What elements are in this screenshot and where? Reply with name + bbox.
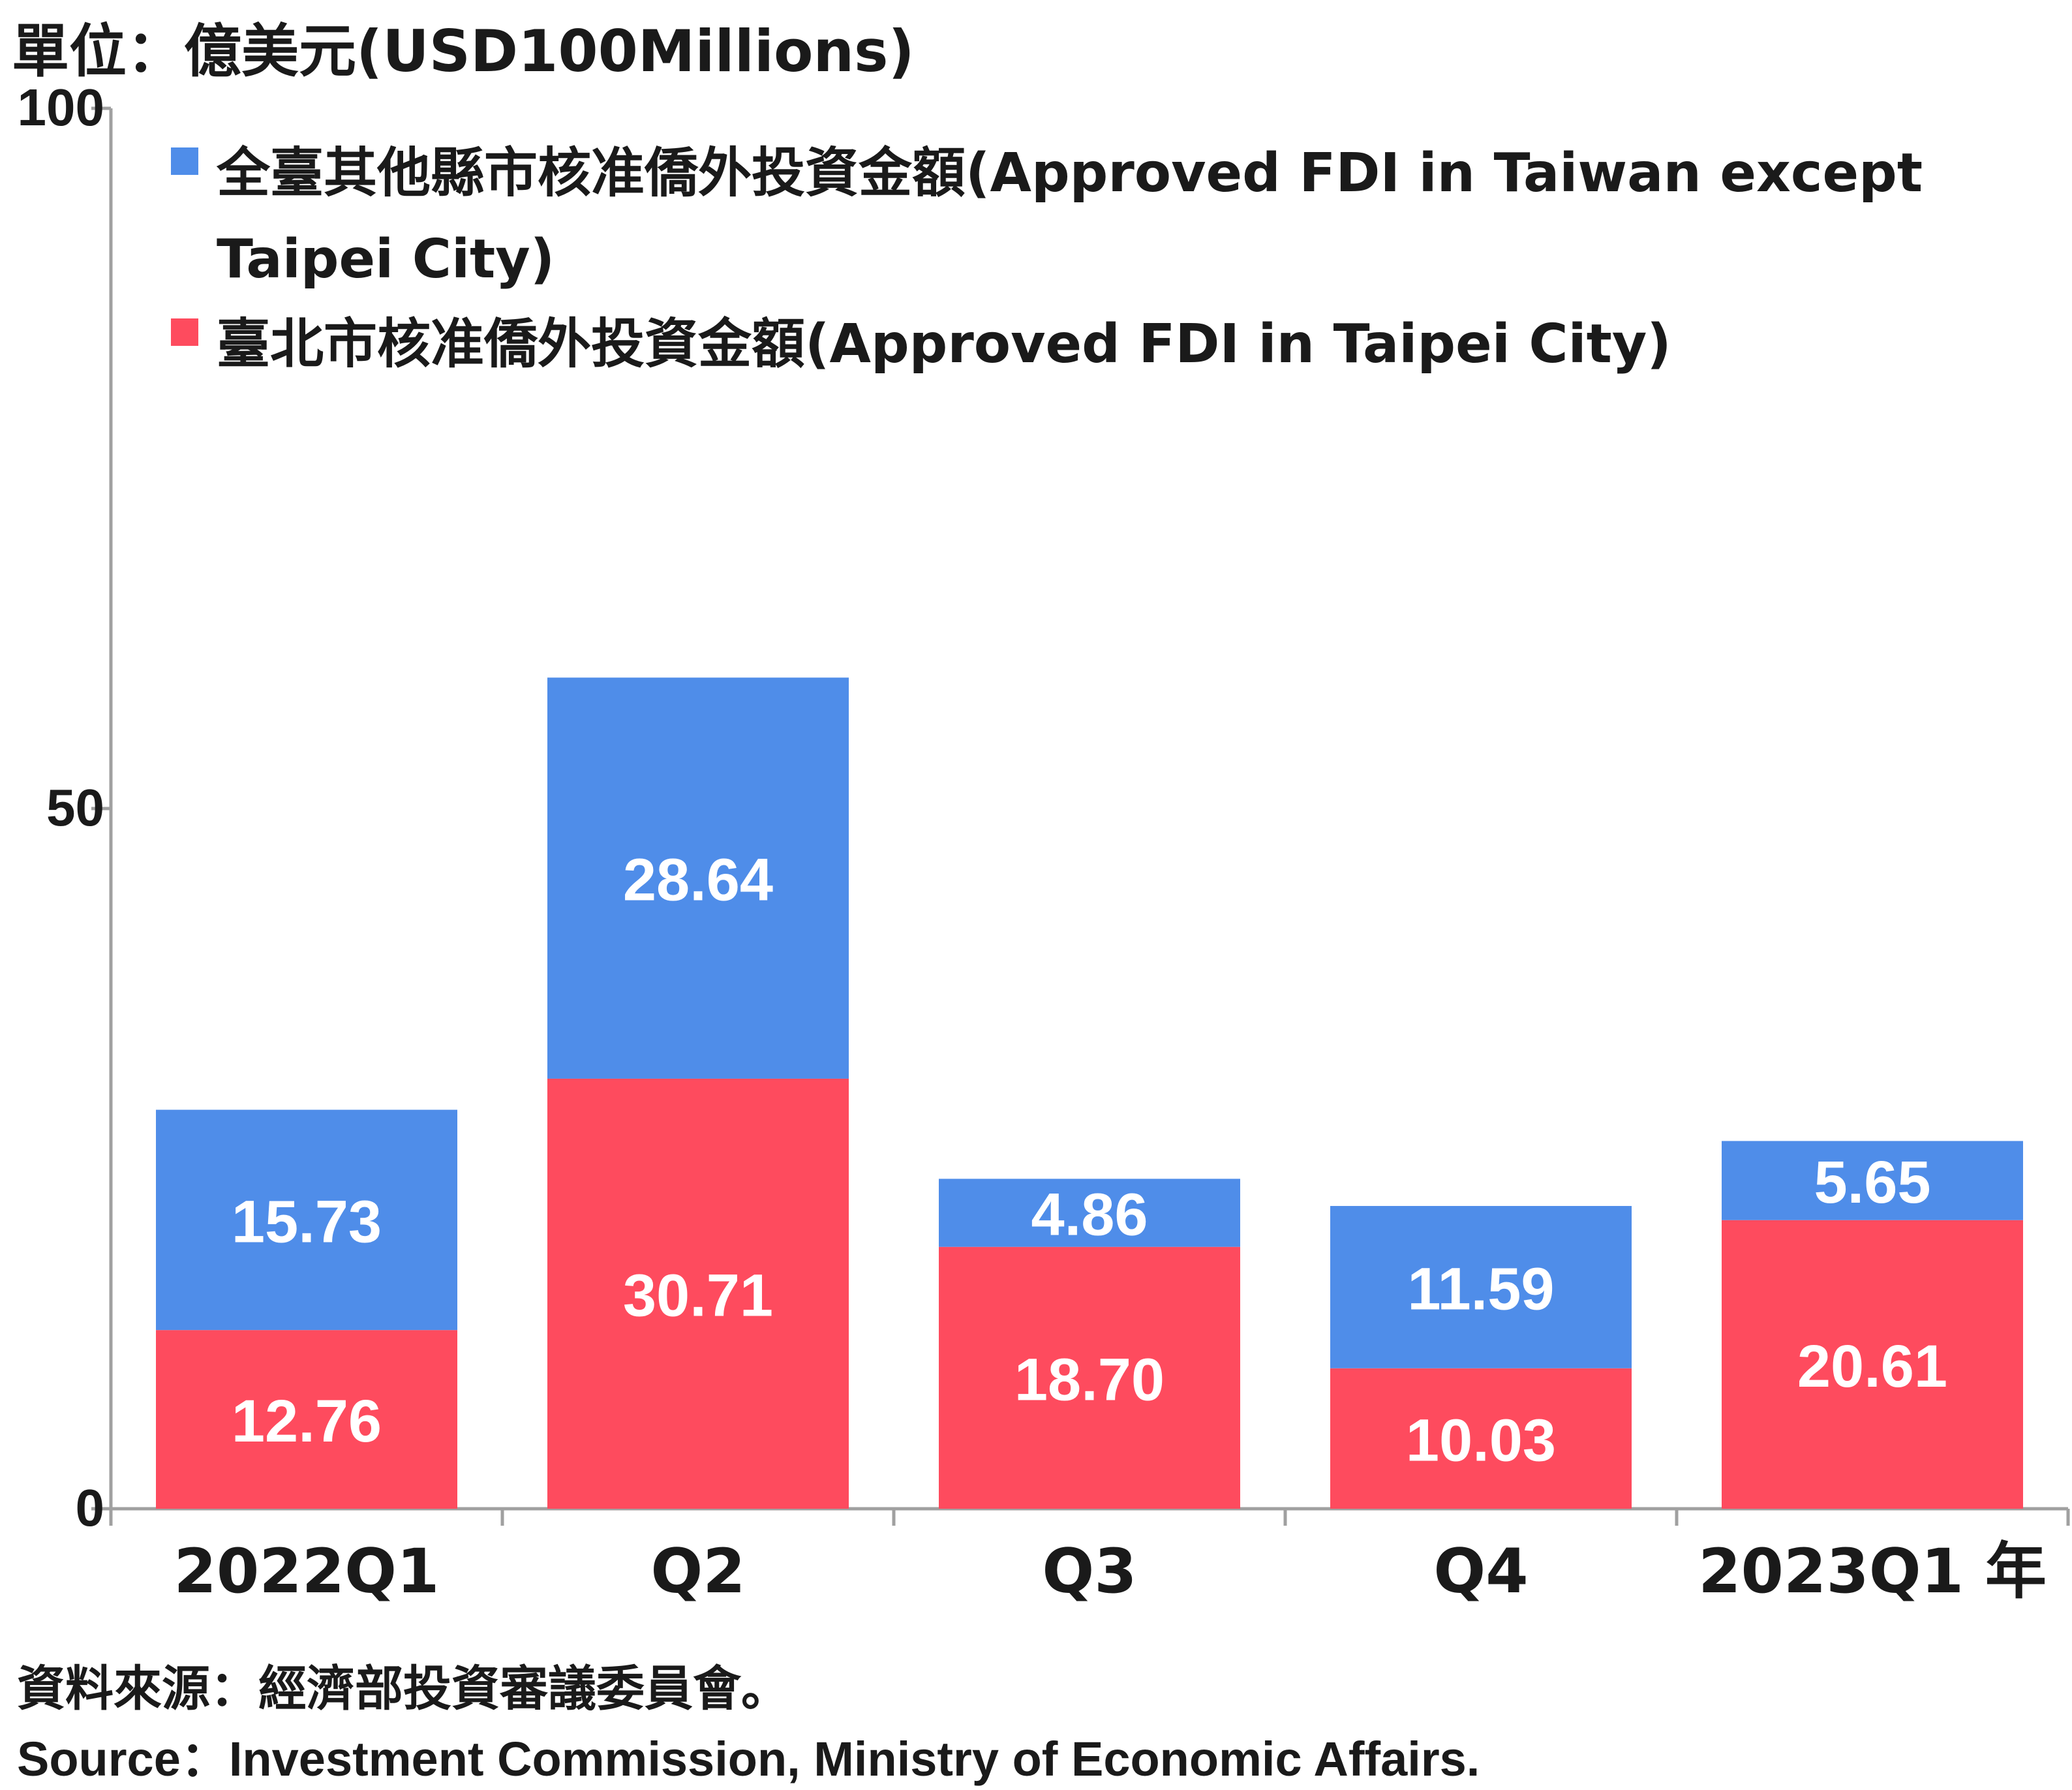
- value-label-taipei: 10.03: [1406, 1407, 1556, 1474]
- x-category-label: Q2: [650, 1536, 745, 1607]
- value-label-taipei: 18.70: [1014, 1346, 1165, 1413]
- value-label-other: 28.64: [623, 847, 773, 914]
- value-label-taipei: 12.76: [232, 1388, 382, 1455]
- x-category-label: Q4: [1433, 1536, 1528, 1607]
- bar-taipei: [156, 1330, 457, 1509]
- y-tick-label: 50: [46, 779, 104, 837]
- x-category-label: Q3: [1042, 1536, 1136, 1607]
- value-label-other: 4.86: [1031, 1182, 1148, 1248]
- source-note-en: Source：Investment Commission, Ministry o…: [17, 1732, 1480, 1786]
- x-category-label: 2023Q1 年: [1698, 1536, 2047, 1607]
- bar-taipei: [1722, 1220, 2023, 1509]
- tick-labels: 0 50 100 2022Q1 Q2 Q3 Q4 2023Q1 年: [18, 78, 2047, 1607]
- unit-label: 單位：億美元(USD100Millions): [12, 18, 915, 85]
- legend-swatch-other: [171, 147, 198, 175]
- bar-other: [939, 1179, 1240, 1247]
- source-note-zh: 資料來源：經濟部投資審議委員會。: [17, 1661, 789, 1717]
- bar-taipei: [939, 1246, 1240, 1509]
- bar-value-labels: 12.76 15.73 30.71 28.64 18.70 4.86 10.03 11.59 2…: [232, 847, 1947, 1474]
- legend-item-taipei: 臺北市核准僑外投資金額(Approved FDI in Taipei City): [171, 301, 2030, 388]
- y-tick-label: 0: [76, 1479, 105, 1537]
- bar-taipei: [1330, 1368, 1632, 1509]
- bar-other: [1722, 1141, 2023, 1220]
- legend-item-other: 全臺其他縣市核准僑外投資金額(Approved FDI in Taiwan ex…: [171, 131, 2030, 303]
- bar-other: [1330, 1206, 1632, 1368]
- value-label-taipei: 20.61: [1797, 1333, 1947, 1400]
- bar-taipei: [547, 1078, 849, 1509]
- value-label-other: 5.65: [1814, 1149, 1930, 1216]
- legend-label-other: 全臺其他縣市核准僑外投資金額(Approved FDI in Taiwan ex…: [217, 142, 1923, 290]
- x-category-label: 2022Q1: [174, 1536, 440, 1607]
- stacked-bar-chart: 12.76 15.73 30.71 28.64 18.70 4.86 10.03 11.59 2…: [18, 78, 2070, 1607]
- bar-other: [547, 677, 849, 1079]
- value-label-other: 11.59: [1407, 1256, 1554, 1322]
- value-label-other: 15.73: [232, 1188, 382, 1255]
- y-tick-label: 100: [18, 78, 104, 136]
- legend-swatch-taipei: [171, 318, 198, 346]
- bars: [156, 677, 2023, 1509]
- value-label-taipei: 30.71: [623, 1262, 773, 1329]
- bar-other: [156, 1109, 457, 1331]
- legend-label-taipei: 臺北市核准僑外投資金額(Approved FDI in Taipei City): [217, 313, 1671, 375]
